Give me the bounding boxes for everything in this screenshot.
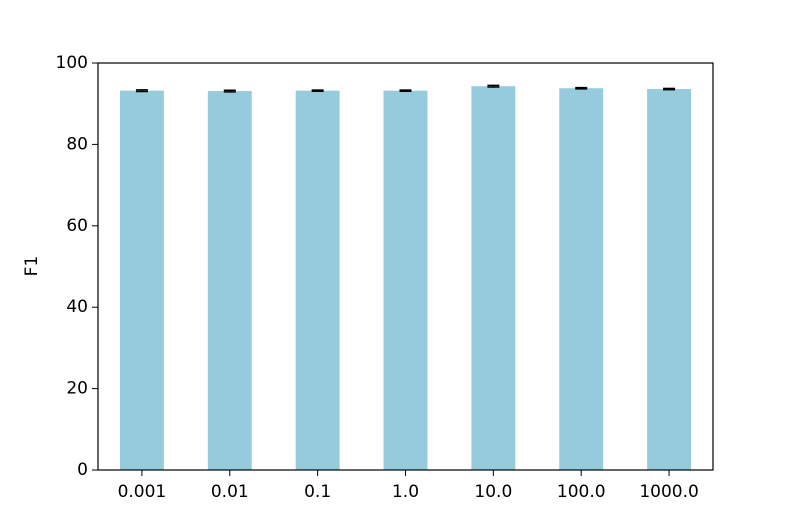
- error-bar: [487, 84, 500, 88]
- bar: [207, 91, 252, 470]
- bar: [647, 89, 692, 470]
- x-tick-label: 0.01: [211, 482, 249, 502]
- y-tick-label: 80: [66, 134, 88, 154]
- y-tick-label: 100: [56, 53, 88, 73]
- x-tick-label: 0.1: [304, 482, 331, 502]
- bar: [383, 90, 428, 471]
- bar: [119, 90, 164, 471]
- bar: [471, 86, 516, 470]
- error-bar: [311, 89, 324, 93]
- error-bar: [399, 89, 412, 93]
- x-tick-label: 0.001: [118, 482, 167, 502]
- error-bar: [135, 89, 148, 93]
- x-tick-label: 1.0: [392, 482, 419, 502]
- x-tick-label: 10.0: [474, 482, 512, 502]
- bar: [559, 88, 604, 470]
- x-tick-label: 1000.0: [639, 482, 698, 502]
- y-tick-label: 20: [66, 379, 88, 399]
- bar: [295, 90, 340, 471]
- error-bar: [663, 87, 676, 91]
- plot-frame: [97, 62, 714, 471]
- x-tick-label: 100.0: [557, 482, 606, 502]
- y-tick-label: 60: [66, 216, 88, 236]
- y-axis-label: F1: [22, 256, 42, 277]
- y-tick-label: 40: [66, 297, 88, 317]
- y-tick-label: 0: [77, 460, 88, 480]
- error-bar: [223, 89, 236, 93]
- error-bar: [575, 86, 588, 90]
